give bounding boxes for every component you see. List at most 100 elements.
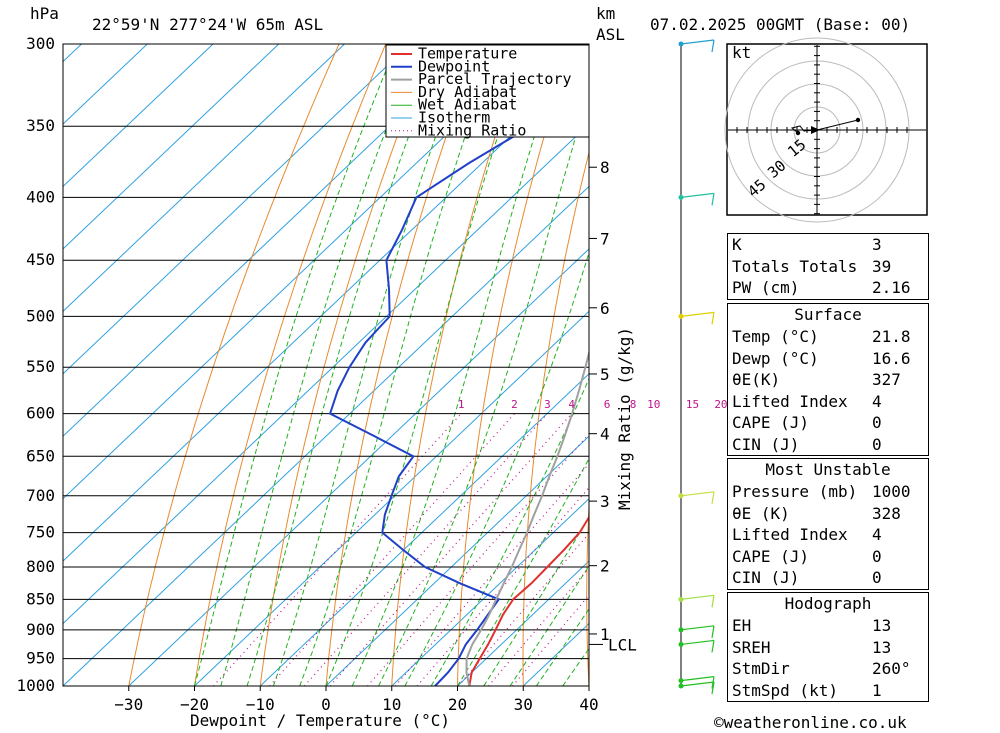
mixing-ratio-line [269,413,515,686]
pressure-tick-label: 850 [26,589,55,608]
dry-adiabat-line [931,44,984,686]
wind-barb-feather [711,640,715,653]
wind-barb-feather [711,681,715,695]
mixing-ratio-labels: 12346810152025 [458,398,750,411]
wet-adiabat-line [246,44,444,686]
wet-adiabat-line [457,457,589,686]
isobar-lines [63,43,589,687]
wet-adiabat-line [430,377,589,686]
storm-motion-marker [811,126,820,134]
index-label: Temp (°C) [732,327,819,346]
mixing-ratio-label: 3 [544,398,551,411]
legend-box [385,44,590,138]
wind-barb-feather [711,312,715,325]
wet-adiabat-line [404,251,589,686]
index-row: θE (K) 328 [728,503,928,525]
copyright: ©weatheronline.co.uk [714,713,907,732]
wind-barb [680,491,715,497]
wind-barb [680,625,715,631]
isotherm-line [325,435,589,686]
wind-profile [678,39,715,695]
most-unstable-box: Most Unstable Pressure (mb) 1000 θE (K) 328 L… [727,458,929,590]
x-tick-label: 30 [514,695,533,714]
x-axis-label: Dewpoint / Temperature (°C) [190,711,450,730]
asl-label: ASL [596,25,625,44]
index-label: CAPE (J) [732,546,810,566]
legend-entry: Isotherm [418,109,490,127]
index-value: 16.6 [872,348,911,368]
wind-barb-dot [678,678,684,684]
mixing-ratio-line [394,462,589,686]
index-value: 0 [872,434,882,454]
series-line [328,44,586,686]
index-value: 2.16 [872,278,911,297]
series-line [465,349,589,686]
index-label: Pressure (mb) [732,482,858,501]
km-label: km [596,4,615,23]
mixing-ratio-label: 20 [714,398,727,411]
wind-barb [680,39,715,45]
km-tick-label: 5 [600,365,610,384]
wind-barb-feather [711,39,715,53]
index-row: StmDir 260° [728,658,928,680]
indices-top-box: K 3 Totals Totals 39 PW (cm) 2.16 [727,233,929,300]
wind-barb-dot [678,641,684,647]
km-tick-label: 1 [600,625,610,644]
index-label: SREH [732,637,771,657]
sounding-series [328,44,589,686]
dry-adiabat-line [325,44,480,686]
index-row: PW (cm) 2.16 [728,277,928,299]
km-tick-label: 3 [600,492,610,511]
x-tick-label: 10 [382,695,401,714]
hodograph-indices-box: Hodograph EH 13 SREH 13 StmDir 260° StmSpd (kt)… [727,592,929,702]
legend-entry: Dry Adiabat [418,83,517,101]
index-label: θE (K) [732,503,790,523]
wind-barb-feather [711,491,715,504]
pressure-tick-label: 900 [26,620,55,639]
wind-barb-dot [678,313,684,319]
pressure-tick-label: 1000 [16,676,55,695]
surface-box: Surface Temp (°C) 21.8 Dewp (°C) 16.6 θE(K) 32… [727,303,929,456]
index-row: Totals Totals 39 [728,256,928,278]
plot-frame [62,43,590,687]
index-value: 260° [872,659,911,678]
isotherm-line [63,44,543,500]
dry-adiabat-line [983,44,1000,686]
pressure-tick-label: 950 [26,649,55,668]
wind-barb-feather [711,595,715,608]
dry-adiabat-line [649,44,712,686]
index-row: θE(K) 327 [728,369,928,391]
pressure-axis: 300 350 400 450 500 550 600 650 700 750 800 850 900 9… [16,34,55,695]
mixing-ratio-label: 10 [647,398,660,411]
index-value: 21.8 [872,327,911,346]
index-label: StmDir [732,659,790,678]
index-label: Lifted Index [732,525,848,544]
index-row: Lifted Index 4 [728,391,928,413]
hodograph-trace [790,119,859,134]
index-value: 39 [872,256,892,276]
location-title: 22°59'N 277°24'W 65m ASL [92,15,323,34]
index-row: CIN (J) 0 [728,434,928,456]
hodograph-point [855,117,861,123]
index-label: CAPE (J) [732,413,810,432]
dry-adiabat-line [586,497,589,686]
index-label: StmSpd (kt) [732,680,838,700]
index-value: 4 [872,391,882,411]
index-label: EH [732,616,752,635]
pressure-tick-label: 450 [26,250,55,269]
km-tick-label: 2 [600,557,610,576]
index-value: 1000 [872,482,911,501]
pressure-tick-label: 800 [26,557,55,576]
index-section-title: Hodograph [784,594,872,613]
index-row: EH 13 [728,615,928,637]
isotherm-line [63,44,345,313]
legend-entry: Mixing Ratio [418,121,526,139]
index-row: Dewp (°C) 16.6 [728,348,928,370]
pressure-tick-label: 300 [26,34,55,53]
wind-barb [680,192,715,198]
index-label: K [732,235,742,254]
pressure-unit: hPa [30,4,59,23]
pressure-tick-label: 500 [26,306,55,325]
